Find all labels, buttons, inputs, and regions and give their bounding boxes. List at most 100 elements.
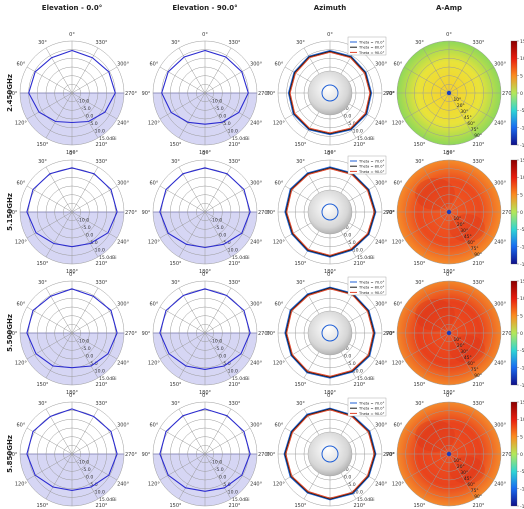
angle-tick-label: 0° (69, 393, 75, 399)
grid-spoke (26, 453, 73, 481)
angle-tick-label: 270° (502, 210, 515, 216)
angle-tick-label: 120° (273, 482, 286, 488)
angle-tick-label: 300° (117, 423, 130, 429)
grid-spoke (71, 427, 118, 455)
azimuth-trace-theta90 (285, 409, 375, 499)
device-inner-ring (321, 84, 339, 102)
angle-tick-label: 180° (199, 269, 212, 275)
grid-spoke (403, 211, 450, 239)
angle-tick-label: 240° (375, 361, 388, 367)
elevation-gain-trace (26, 167, 118, 248)
legend-box (347, 36, 387, 56)
legend-label: Theta = 70.0° (358, 402, 385, 406)
angle-tick-label: 240° (494, 482, 507, 488)
angle-tick-label: 300° (494, 62, 507, 68)
grid-spoke (45, 166, 73, 213)
theta-ring-label: 90° (474, 494, 482, 500)
grid-spoke (159, 92, 206, 120)
grid-spoke (422, 332, 450, 379)
radial-tick-label: 0.0 (344, 114, 351, 120)
radial-tick-label: 10.0 (353, 248, 363, 254)
grid-spoke (71, 92, 118, 120)
radial-tick-label: 5.0 (90, 121, 97, 127)
theta-ring-label: 45° (464, 115, 472, 121)
angle-tick-label: 240° (494, 361, 507, 367)
angle-tick-label: 270° (383, 452, 396, 458)
grid-spoke (45, 408, 73, 455)
angle-tick-label: 0° (446, 32, 452, 38)
heatmap-hotspot (449, 456, 485, 484)
angle-tick-label: 60° (149, 423, 158, 429)
radial-tick-label: 5.0 (348, 240, 355, 246)
grid-spoke (204, 408, 232, 455)
legend-label: Theta = 70.0° (358, 160, 385, 164)
grid-spoke (448, 211, 495, 239)
angle-tick-label: 120° (15, 482, 28, 488)
device-inner-ring (321, 445, 339, 463)
grid-spoke (448, 92, 495, 120)
panel-elevation-0-row1: 0° 30° 60° 90° 120° 150° 180° 210° 240° 270° 300° 3… (9, 151, 138, 275)
grid-spoke (45, 332, 73, 379)
angle-tick-label: 0° (446, 272, 452, 278)
angle-tick-label: 120° (148, 240, 161, 246)
colorbar-tick-label: -5 (520, 227, 524, 233)
angle-tick-label: 30° (415, 280, 424, 286)
radial-tick-label: 0.0 (219, 233, 226, 239)
grid-spoke (448, 453, 476, 500)
azimuth-trace-theta70 (284, 286, 376, 379)
angle-tick-label: 300° (250, 62, 263, 68)
grid-spoke (403, 185, 450, 213)
azimuth-trace-theta70 (284, 166, 377, 258)
theta-ring-label: 10° (453, 216, 461, 222)
grid-spoke (159, 427, 206, 455)
angle-tick-label: 30° (296, 40, 305, 46)
panel-a-amp-row1: 0°30°60°90°120°150°180°210°240°270°300°3… (386, 151, 524, 275)
radial-tick-label: -10.0 (77, 460, 89, 466)
angle-tick-label: 0° (69, 151, 75, 157)
angle-tick-label: 150° (294, 261, 307, 267)
elevation-gain-trace (161, 49, 249, 125)
grid-spoke (71, 66, 118, 94)
grid-spoke (71, 408, 99, 455)
radial-tick-label: 10.0 (353, 490, 363, 496)
boresight-marker (446, 90, 452, 96)
colorbar (510, 40, 518, 146)
colorbar-tick-label: 5 (520, 313, 523, 319)
grid-spoke (448, 306, 495, 334)
colorbar-tick-label: 10 (520, 175, 524, 181)
grid-spoke (71, 185, 118, 213)
column-title-azimuth: Azimuth (314, 4, 347, 12)
radial-tick-label: -5.0 (82, 106, 91, 112)
angle-tick-label: 90° (9, 91, 18, 97)
radial-tick-label: -5.0 (82, 225, 91, 231)
angle-tick-label: 60° (16, 181, 25, 187)
elevation-gain-trace (26, 408, 118, 491)
angle-tick-label: 210° (95, 261, 108, 267)
radial-tick-label: 5.0 (223, 482, 230, 488)
radial-tick-label: 15.0dBi (99, 497, 117, 503)
grid-spoke (71, 92, 99, 139)
angle-tick-label: 210° (228, 261, 241, 267)
angle-tick-label: 0° (202, 272, 208, 278)
angle-tick-label: 330° (228, 40, 241, 46)
angle-tick-label: 30° (38, 280, 47, 286)
angle-tick-label: 240° (494, 240, 507, 246)
grid-spoke (422, 211, 450, 258)
row-label-2450: 2.450GHz (6, 74, 14, 112)
angle-tick-label: 0° (202, 32, 208, 38)
angle-tick-label: 270° (125, 210, 138, 216)
angle-tick-label: 150° (36, 503, 49, 509)
theta-ring-label: 45° (464, 476, 472, 482)
grid-spoke (178, 453, 206, 500)
angle-tick-label: 150° (169, 142, 182, 148)
radial-tick-label: 15.0dBi (232, 497, 250, 503)
legend-box (347, 397, 387, 417)
theta-ring-label: 60° (467, 121, 475, 127)
colorbar-tick-label: 0 (520, 210, 523, 216)
angle-tick-label: 60° (149, 62, 158, 68)
grid-spoke (204, 211, 251, 239)
legend-box (347, 276, 387, 296)
boresight-marker (446, 451, 452, 457)
colorbar-tick-label: 15 (520, 400, 524, 406)
angle-tick-label: 90° (9, 452, 18, 458)
